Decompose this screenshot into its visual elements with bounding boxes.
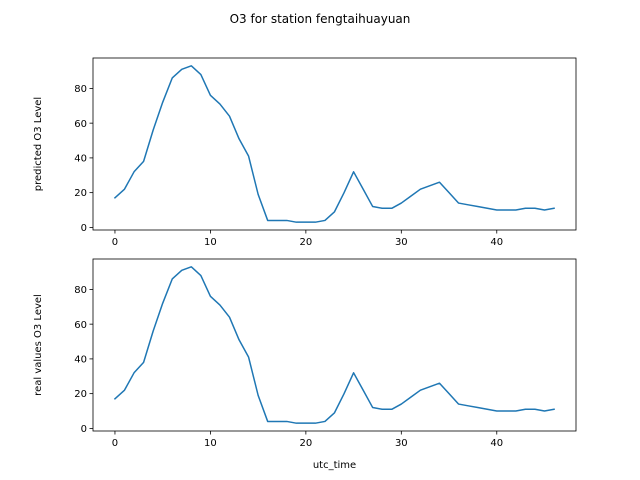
x-tick-label: 0 (112, 438, 118, 449)
x-tick-label: 20 (299, 438, 312, 449)
subplot-1: 0 10 20 30 40 0 20 40 60 80 predicted O3 Level (33, 57, 577, 248)
subplot-2: 0 10 20 30 40 0 20 40 60 80 real values O3 Level ut… (33, 258, 577, 471)
series-line-1 (113, 65, 555, 223)
x-tick-label: 10 (204, 237, 217, 248)
y-axis-label: predicted O3 Level (33, 97, 44, 191)
y-tick-label: 60 (74, 320, 87, 331)
y-tick-label: 80 (74, 84, 87, 95)
subplots-container: 0 10 20 30 40 0 20 40 60 80 predicted O3 Level 0 10 2… (33, 57, 577, 471)
x-tick-label: 40 (490, 438, 503, 449)
x-axis-label: utc_time (313, 460, 356, 471)
y-tick-label: 20 (74, 188, 87, 199)
y-tick-label: 40 (74, 354, 87, 365)
x-tick-label: 30 (395, 438, 408, 449)
x-tick-label: 40 (490, 237, 503, 248)
figure-title: O3 for station fengtaihuayuan (230, 12, 411, 26)
x-tick-label: 30 (395, 237, 408, 248)
y-tick-label: 0 (81, 424, 87, 435)
y-axis-label: real values O3 Level (33, 294, 44, 396)
axes-frame (92, 57, 577, 231)
y-tick-label: 60 (74, 119, 87, 130)
y-tick-label: 80 (74, 285, 87, 296)
x-tick-label: 10 (204, 438, 217, 449)
axes-frame (92, 258, 577, 432)
x-tick-label: 0 (112, 237, 118, 248)
y-tick-label: 0 (81, 223, 87, 234)
y-tick-label: 40 (74, 153, 87, 164)
series-line-2 (113, 266, 555, 424)
x-tick-label: 20 (299, 237, 312, 248)
y-tick-label: 20 (74, 389, 87, 400)
